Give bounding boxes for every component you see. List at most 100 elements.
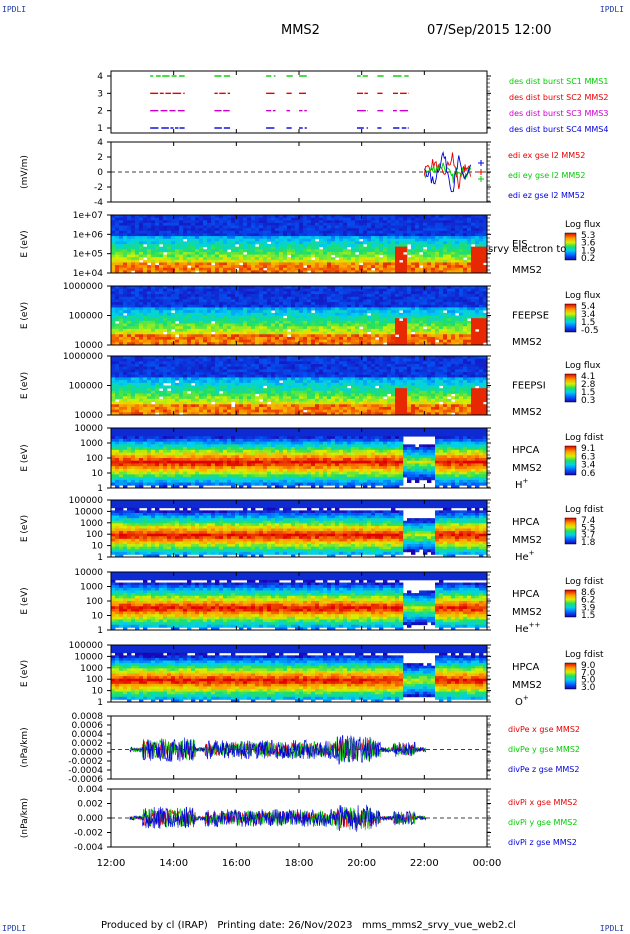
spectrogram-cell [467, 304, 472, 308]
spectrogram-cell [227, 307, 232, 311]
spectrogram-cell [379, 244, 384, 248]
spectrogram-cell [323, 228, 328, 232]
spectrogram-cell [323, 259, 328, 263]
spectrogram-cell [191, 393, 196, 397]
spectrogram-cell [339, 318, 344, 322]
spectrogram-cell [463, 339, 468, 343]
spectrogram-cell [231, 342, 236, 346]
spectrogram-cell [299, 331, 304, 335]
spectrogram-cell [347, 249, 352, 253]
spectrogram-cell [215, 388, 220, 392]
spectrogram-cell [143, 294, 148, 298]
spectrogram-cell [451, 315, 456, 319]
spectrogram-cell [215, 323, 220, 327]
spectrogram-cell [439, 236, 444, 240]
spectrogram-cell [291, 241, 296, 245]
spectrogram-cell [475, 238, 480, 242]
spectrogram-cell [267, 296, 272, 300]
spectrogram-cell [423, 265, 428, 269]
spectrogram-cell [255, 249, 260, 253]
spectrogram-cell [335, 310, 340, 314]
spectrogram-cell [303, 334, 308, 338]
spectrogram-cell [111, 251, 116, 255]
spectrogram-cell [211, 398, 216, 402]
spectrogram-cell [191, 288, 196, 292]
spectrogram-cell [263, 320, 268, 324]
spectrogram-cell [375, 310, 380, 314]
spectrogram-cell [355, 262, 360, 266]
spectrogram-cell [183, 382, 188, 386]
spectrogram-cell [139, 225, 144, 229]
spectrogram-cell [223, 406, 228, 411]
spectrogram-cell [283, 296, 288, 300]
spectrogram-cell [423, 228, 428, 232]
spectrogram-cell [363, 294, 368, 298]
spectrogram-cell [263, 251, 268, 255]
spectrogram-cell [203, 374, 208, 378]
spectrogram-cell [323, 318, 328, 322]
spectrogram-cell [175, 406, 180, 411]
spectrogram-cell [399, 331, 404, 335]
spectrogram-cell [315, 331, 320, 335]
spectrogram-cell [223, 326, 228, 330]
spectrogram-cell [215, 288, 220, 292]
spectrogram-cell [363, 296, 368, 300]
spectrogram-cell [119, 259, 124, 263]
spectrogram-cell [395, 257, 400, 261]
spectrogram-cell [203, 334, 208, 338]
spectrogram-cell [123, 251, 128, 255]
spectrogram-cell [211, 339, 216, 343]
spectrogram-cell [327, 336, 332, 341]
spectrogram-cell [467, 286, 472, 290]
spectrogram-cell [399, 288, 404, 292]
spectrogram-cell [115, 241, 120, 245]
spectrogram-cell [439, 302, 444, 306]
spectrogram-cell [151, 251, 156, 255]
spectrogram-cell [415, 286, 420, 290]
spectrogram-cell [159, 369, 164, 373]
spectrogram-cell [231, 304, 236, 308]
spectrogram-cell [175, 286, 180, 290]
spectrogram-cell [203, 230, 208, 234]
spectrogram-cell [111, 265, 116, 269]
spectrogram-cell [287, 339, 292, 343]
spectrogram-cell [223, 259, 228, 263]
spectrogram-cell [303, 257, 308, 261]
spectrogram-cell [227, 406, 232, 411]
spectrogram-cell [363, 312, 368, 316]
spectrogram-cell [387, 222, 392, 226]
spectrogram-cell [195, 296, 200, 300]
spectrogram-cell [459, 241, 464, 245]
spectrogram-cell [171, 331, 176, 335]
spectrogram-cell [235, 251, 240, 255]
spectrogram-cell [307, 326, 312, 330]
spectrogram-cell [467, 307, 472, 311]
spectrogram-cell [171, 304, 176, 308]
spectrogram-cell [335, 331, 340, 335]
spectrogram-cell [451, 318, 456, 322]
spectrogram-cell [183, 361, 188, 365]
spectrogram-cell [171, 406, 176, 411]
spectrogram-cell [195, 302, 200, 306]
spectrogram-cell [123, 366, 128, 370]
spectrogram-cell [419, 286, 424, 290]
spectrogram-cell [307, 251, 312, 255]
spectrogram-cell [207, 318, 212, 322]
spectrogram-cell [259, 299, 264, 303]
spectrogram-cell [363, 304, 368, 308]
spectrogram-cell [379, 304, 384, 308]
spectrogram-cell [279, 323, 284, 327]
spectrogram-cell [195, 288, 200, 292]
spectrogram-cell [223, 215, 228, 219]
spectrogram-cell [451, 265, 456, 269]
spectrogram-cell [167, 262, 172, 266]
spectrogram-cell [159, 361, 164, 365]
spectrogram-cell [147, 220, 152, 224]
spectrogram-cell [439, 310, 444, 314]
spectrogram-cell [187, 364, 192, 368]
spectrogram-cell [251, 334, 256, 338]
spectrogram-cell [159, 262, 164, 266]
spectrogram-cell [283, 265, 288, 269]
spectrogram-cell [271, 294, 276, 298]
spectrogram-cell [323, 336, 328, 341]
